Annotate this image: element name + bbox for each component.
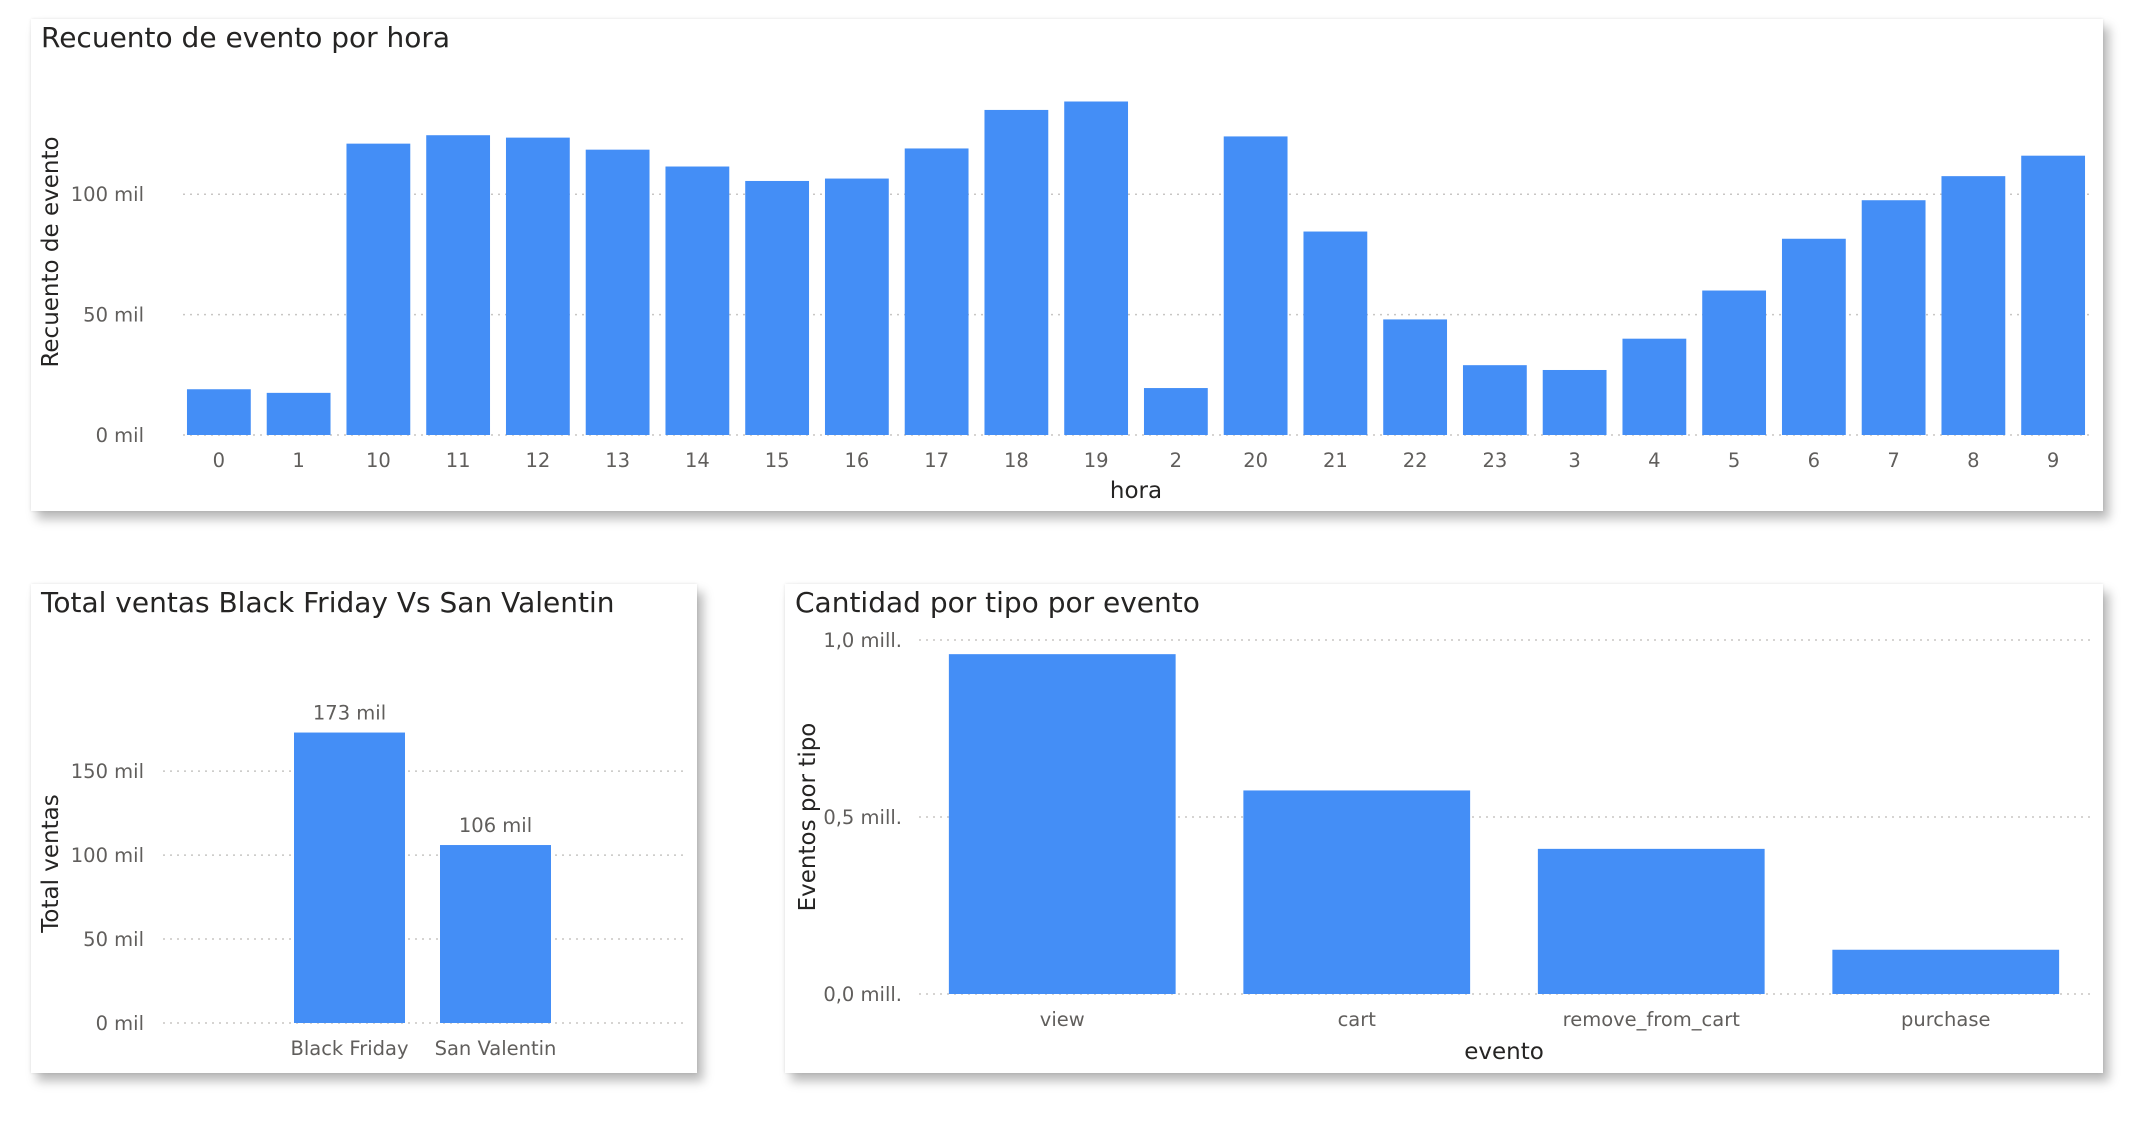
events-x-tick-label: remove_from_cart [1563, 1008, 1741, 1031]
hourly-x-tick-label: 21 [1323, 449, 1348, 472]
hourly-x-tick-label: 7 [1887, 449, 1899, 472]
hourly-x-tick-label: 22 [1403, 449, 1428, 472]
sales-y-tick-label: 100 mil [71, 844, 144, 867]
hourly-bar-3[interactable] [1542, 369, 1607, 435]
hourly-x-tick-label: 1 [292, 449, 304, 472]
hourly-x-axis-title: hora [1110, 478, 1162, 504]
hourly-y-tick-label: 50 mil [83, 304, 144, 327]
hourly-bar-12[interactable] [505, 137, 570, 435]
sales-data-label: 173 mil [313, 702, 386, 725]
hourly-x-tick-label: 5 [1728, 449, 1740, 472]
sales-y-tick-label: 150 mil [71, 760, 144, 783]
hourly-x-tick-label: 18 [1004, 449, 1029, 472]
hourly-bar-21[interactable] [1303, 231, 1368, 435]
hourly-bar-2[interactable] [1143, 388, 1208, 435]
hourly-bar-15[interactable] [745, 180, 810, 435]
sales-x-tick-label: Black Friday [290, 1037, 408, 1060]
hourly-x-tick-label: 3 [1568, 449, 1580, 472]
sales-y-tick-label: 0 mil [96, 1012, 144, 1035]
hourly-x-tick-label: 10 [366, 449, 391, 472]
hourly-x-tick-label: 16 [844, 449, 869, 472]
hourly-bar-17[interactable] [904, 148, 969, 436]
sales-comparison-chart: 0 mil 50 mil 100 mil 150 mil Black Friday 173… [38, 702, 683, 1060]
hourly-bar-7[interactable] [1861, 200, 1926, 435]
events-bar-remove-from-cart[interactable] [1537, 848, 1765, 994]
events-by-type-chart: 0,0 mill. 0,5 mill. 1,0 mill. view cart remov… [795, 629, 2093, 1065]
hourly-bar-23[interactable] [1462, 365, 1527, 435]
hourly-x-tick-label: 6 [1808, 449, 1820, 472]
sales-bar-black-friday[interactable] [294, 732, 405, 1023]
hourly-x-tick-label: 13 [605, 449, 630, 472]
hourly-bar-0[interactable] [186, 389, 251, 435]
sales-bar-san-valentin[interactable] [440, 845, 551, 1023]
hourly-x-tick-label: 9 [2047, 449, 2059, 472]
hourly-bar-13[interactable] [585, 149, 650, 435]
hourly-y-tick-label: 100 mil [71, 183, 144, 206]
sales-y-tick-label: 50 mil [83, 928, 144, 951]
events-y-tick-label: 0,5 mill. [823, 806, 902, 829]
hourly-bar-16[interactable] [824, 178, 889, 435]
hourly-bar-22[interactable] [1383, 319, 1448, 435]
hourly-bar-18[interactable] [984, 109, 1049, 436]
hourly-x-tick-label: 0 [213, 449, 225, 472]
hourly-chart-title: Recuento de evento por hora [41, 21, 451, 54]
hourly-bar-5[interactable] [1702, 290, 1767, 435]
sales-y-axis-title: Total ventas [38, 794, 64, 933]
hourly-x-tick-label: 17 [924, 449, 949, 472]
events-bar-view[interactable] [948, 654, 1176, 994]
hourly-y-tick-label: 0 mil [96, 424, 144, 447]
hourly-bar-10[interactable] [346, 143, 411, 435]
hourly-x-tick-label: 14 [685, 449, 710, 472]
events-x-tick-label: cart [1338, 1008, 1377, 1031]
hourly-x-tick-label: 23 [1482, 449, 1507, 472]
events-chart-title: Cantidad por tipo por evento [795, 586, 1200, 619]
hourly-bar-1[interactable] [266, 392, 331, 435]
events-bar-cart[interactable] [1243, 790, 1471, 994]
hourly-x-tick-label: 20 [1243, 449, 1268, 472]
hourly-x-tick-label: 19 [1084, 449, 1109, 472]
hourly-x-tick-label: 2 [1170, 449, 1182, 472]
hourly-x-tick-label: 12 [525, 449, 550, 472]
events-x-axis-title: evento [1464, 1039, 1544, 1065]
hourly-bar-11[interactable] [426, 135, 491, 435]
sales-x-tick-label: San Valentin [435, 1037, 557, 1060]
hourly-bar-20[interactable] [1223, 136, 1288, 435]
hourly-y-axis-title: Recuento de evento [38, 136, 64, 367]
hourly-bar-14[interactable] [665, 166, 730, 436]
events-x-tick-label: view [1040, 1008, 1085, 1031]
sales-chart-title: Total ventas Black Friday Vs San Valenti… [41, 586, 615, 619]
events-by-type-card: Cantidad por tipo por evento 0,0 mill. 0,… [785, 584, 2103, 1073]
sales-comparison-card: Total ventas Black Friday Vs San Valenti… [31, 584, 697, 1073]
hourly-bar-9[interactable] [2021, 155, 2086, 435]
sales-data-label: 106 mil [459, 814, 532, 837]
hourly-bar-6[interactable] [1781, 238, 1846, 435]
events-x-tick-label: purchase [1901, 1008, 1991, 1031]
hourly-bar-19[interactable] [1064, 101, 1129, 435]
hourly-x-tick-label: 11 [446, 449, 471, 472]
hourly-events-card: Recuento de evento por hora 0 mil 50 mil 1… [31, 19, 2103, 511]
hourly-bar-8[interactable] [1941, 176, 2006, 436]
hourly-x-tick-label: 4 [1648, 449, 1660, 472]
hourly-x-tick-label: 8 [1967, 449, 1979, 472]
events-y-tick-label: 0,0 mill. [823, 983, 902, 1006]
hourly-bar-4[interactable] [1622, 338, 1687, 435]
events-bar-purchase[interactable] [1832, 949, 2060, 994]
events-y-tick-label: 1,0 mill. [823, 629, 902, 652]
events-y-axis-title: Eventos por tipo [795, 723, 821, 912]
hourly-x-tick-label: 15 [765, 449, 790, 472]
hourly-events-chart: 0 mil 50 mil 100 mil 0 1 10 11 12 13 14 15 16 17 18 19… [38, 101, 2093, 504]
